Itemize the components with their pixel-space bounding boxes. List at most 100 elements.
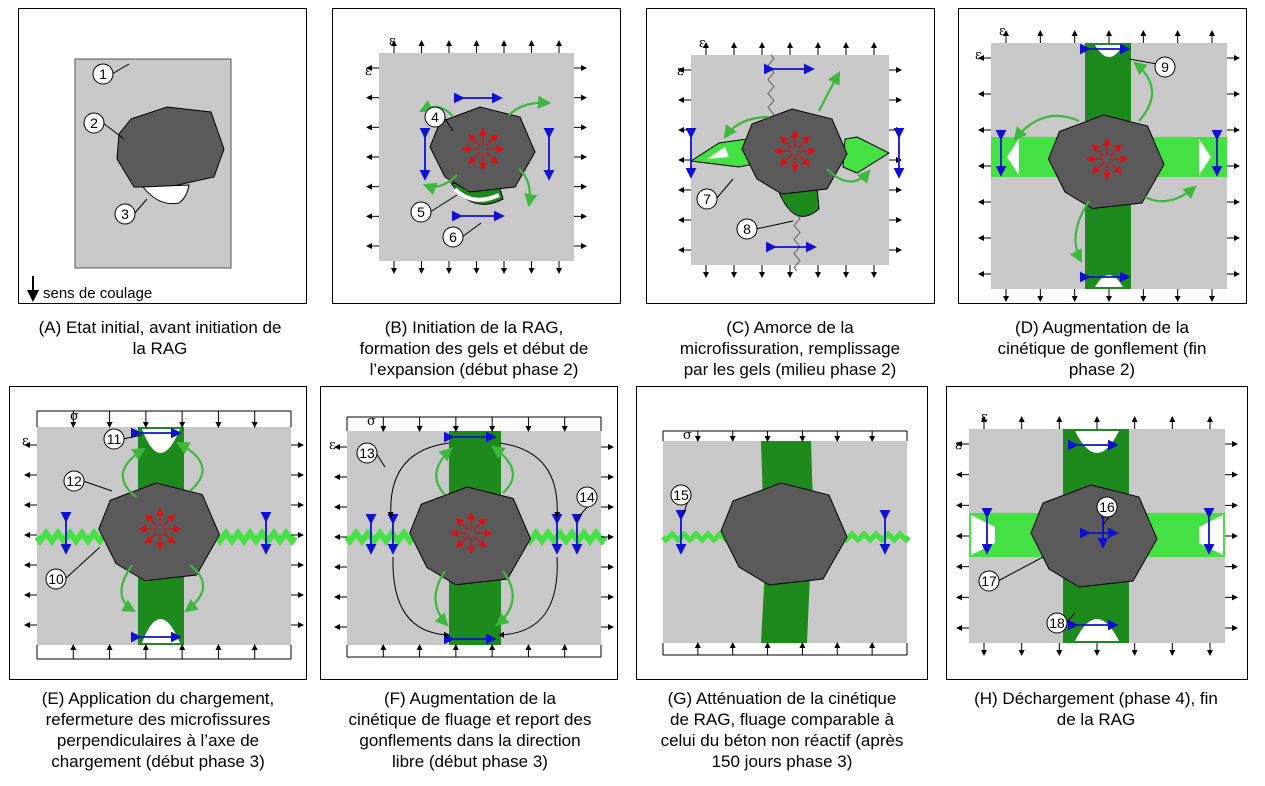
callout-leader [64,546,101,580]
epsilon-label: ε [677,64,684,79]
callout-circle [1046,612,1068,634]
epsilon-label: ε [999,24,1006,39]
gel-flow-arrow [1069,200,1090,263]
void [707,147,729,159]
callout-circle [1096,496,1118,518]
callout-leader [375,452,386,468]
concrete-block [991,173,1095,289]
aggregate [429,106,536,193]
sigma-label: σ [70,409,79,424]
callout-circle [410,201,432,223]
sigma-label: σ [367,414,376,429]
callout-circle [696,188,718,210]
callout-circle [424,106,446,128]
callout-number: 4 [431,109,439,125]
expansion-arrow [473,517,487,531]
epsilon-label: ε [975,48,982,63]
gel-flow-arrow [120,564,136,613]
callout-circle [92,63,114,85]
void [453,187,500,202]
panel-g: σ 15 [636,386,928,680]
callout-circle [103,428,125,450]
gel-flow-arrow [184,564,205,613]
callout-leader [715,178,734,200]
gel-flow-arrow [1133,61,1154,122]
gel-flow-arrow [491,445,514,494]
callout-number: 6 [449,229,457,245]
callout-circle [63,470,85,492]
expansion-arrow [162,513,176,527]
callout-number: 3 [121,206,129,222]
callout-number: 17 [981,573,997,589]
gel-flow-arrow [818,71,841,112]
callout-leader [82,480,113,492]
callout-circle [576,486,598,508]
aggregate [98,482,221,582]
epsilon-label: ε [955,438,962,453]
expansion-arrow [797,153,811,167]
callout-leader [1065,612,1076,624]
expansion-arrow [467,151,481,165]
casting-direction-label: sens de coulage [43,285,152,302]
expansion-arrow [1091,143,1105,157]
panel-f: σ ε 13 14 [320,386,618,680]
caption-c: (C) Amorce de la microfissuration, rempl… [679,318,901,379]
callout-leader [102,122,125,140]
caption-a: (A) Etat initial, avant initiation de la… [38,318,282,358]
caption-g: (G) Atténuation de la cinétique de RAG, … [660,689,904,771]
panel-a: 1 2 3 sens de coulage [18,8,307,304]
gel-flow-arrow [508,95,552,116]
callout-circle [45,568,67,590]
gel-flow-arrow [121,447,146,498]
creep-transfer-arrow [387,442,450,518]
void [141,184,190,205]
panel-e: σ ε 11 12 10 [9,386,307,680]
callout-number: 5 [417,204,425,220]
callout-number: 1 [99,66,107,82]
callout-circle [356,442,378,464]
expansion-arrow [485,151,499,165]
callout-number: 7 [703,191,711,207]
panel-h: ε ε 16 17 18 [946,386,1248,680]
aggregate [720,482,848,586]
aggregate [741,108,848,195]
callout-leader [755,220,794,230]
expansion-arrow [455,535,469,549]
caption-b: (B) Initiation de la RAG, formation des … [359,318,589,379]
creep-transfer-arrow [498,442,561,518]
caption-e: (E) Application du chargement, refermetu… [41,689,275,771]
void [1199,139,1211,175]
callout-number: 12 [66,473,82,489]
callout-leader [122,434,143,440]
epsilon-label: ε [699,36,706,51]
callout-circle [736,218,758,240]
gel-flow-arrow [1144,185,1197,203]
concrete-block [1119,429,1225,513]
caption-d: (D) Augmentation de la cinétique de gonf… [997,318,1207,379]
gel-flow-arrow [422,174,458,196]
gel-flow-arrow [1013,114,1080,141]
epsilon-label: ε [365,64,372,79]
callout-number: 2 [90,115,98,131]
callout-leader [443,116,454,132]
callout-leader [429,194,458,213]
gel [776,186,820,217]
gel-flow-arrow [826,168,871,184]
expansion-arrow [144,531,158,545]
concrete-block [1121,173,1227,289]
epsilon-label: ε [22,434,29,449]
expansion-arrow [473,535,487,549]
callout-circle [1154,56,1176,78]
epsilon-label: ε [329,438,336,453]
creep-transfer-arrow [392,556,450,638]
caption-f: (F) Augmentation de la cinétique de flua… [348,689,592,771]
callout-circle [442,226,464,248]
callout-number: 16 [1099,499,1115,515]
void [1007,139,1019,175]
panel-b: ε ε 4 5 6 [332,8,621,304]
aggregate [1047,114,1165,210]
sigma-label: σ [683,428,692,443]
caption-h: (H) Déchargement (phase 4), fin de la RA… [974,689,1218,729]
expansion-arrow [779,135,793,149]
